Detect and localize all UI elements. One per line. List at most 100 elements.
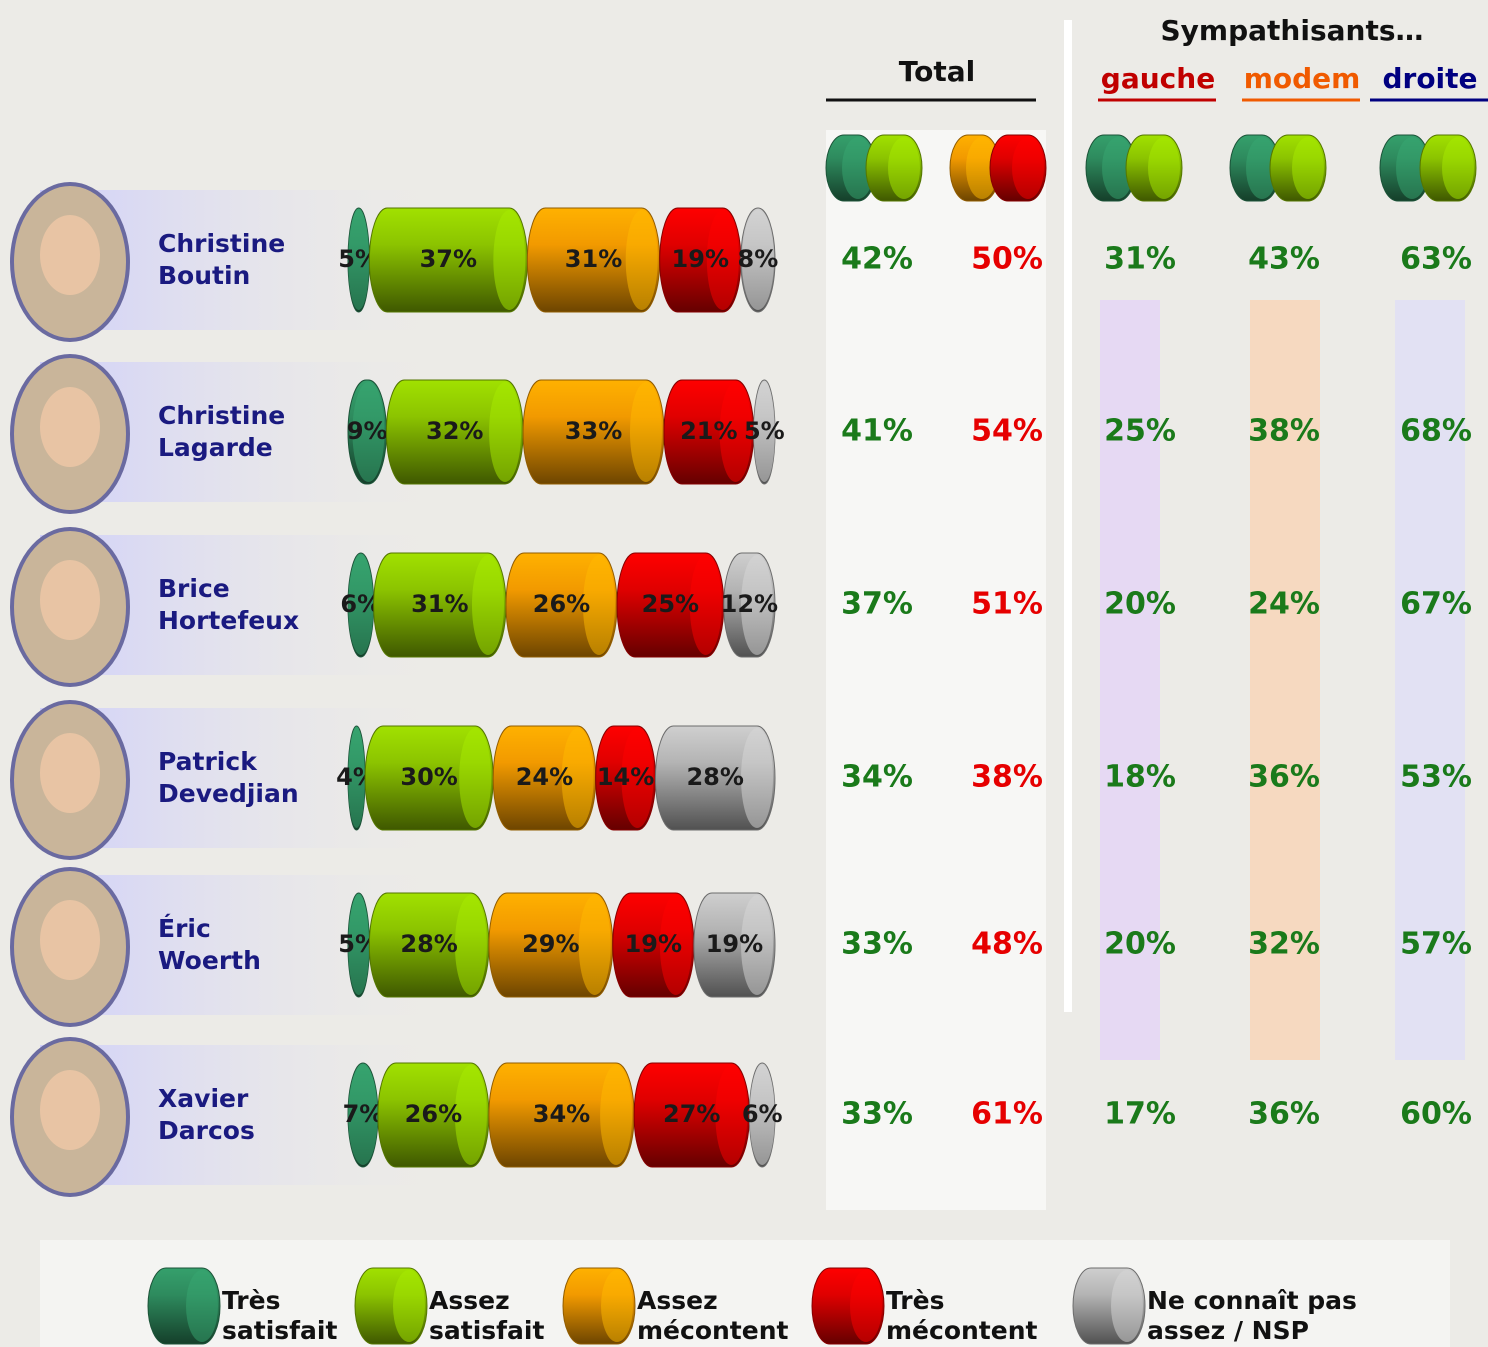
- bar-segment-cap: [689, 555, 722, 655]
- header-icon-cap: [1148, 137, 1180, 199]
- legend-label: Très mécontent: [886, 1286, 1038, 1345]
- photo-face: [40, 733, 100, 813]
- category-label: Patrick Devedjian: [158, 747, 299, 808]
- group-cell: 68%: [1400, 414, 1472, 449]
- category-label: Brice Hortefeux: [158, 574, 300, 635]
- category-label: Christine Boutin: [158, 229, 286, 290]
- bar-segment-cap: [741, 555, 773, 655]
- legend-swatch-cap: [601, 1270, 633, 1342]
- bar-segment-cap: [348, 895, 370, 995]
- value-label: 37%: [420, 245, 477, 273]
- category-label: Christine Lagarde: [158, 401, 286, 462]
- gauche-band: [1100, 300, 1160, 1060]
- total-dissatisfied: 48%: [971, 927, 1043, 962]
- total-satisfied: 37%: [841, 587, 913, 622]
- header-icon-cap: [1396, 137, 1428, 199]
- legend-label: Très satisfait: [222, 1286, 338, 1345]
- bar-segment-cap: [741, 895, 773, 995]
- group-cell: 36%: [1248, 760, 1320, 795]
- legend-swatch-cap: [393, 1270, 425, 1342]
- total-header: Total: [899, 55, 976, 88]
- photo-face: [40, 560, 100, 640]
- bar-segment-cap: [578, 895, 611, 995]
- bar-segment-cap: [459, 728, 492, 828]
- group-name: gauche: [1101, 62, 1215, 95]
- value-label: 26%: [533, 590, 590, 618]
- group-cell: 53%: [1400, 760, 1472, 795]
- value-label: 6%: [742, 1100, 783, 1128]
- legend-swatch-cap: [850, 1270, 882, 1342]
- bar-segment-cap: [348, 1065, 378, 1165]
- total-dissatisfied: 61%: [971, 1097, 1043, 1132]
- bar-segment-cap: [348, 728, 366, 828]
- bar-segment-cap: [741, 728, 773, 828]
- total-dissatisfied: 54%: [971, 414, 1043, 449]
- bar-segment-cap: [348, 555, 374, 655]
- value-label: 14%: [597, 763, 654, 791]
- bar-segment-cap: [454, 1065, 487, 1165]
- group-cell: 67%: [1400, 587, 1472, 622]
- group-name: modem: [1244, 62, 1361, 95]
- droite-band: [1395, 300, 1465, 1060]
- bar-segment-cap: [600, 1065, 633, 1165]
- value-label: 34%: [533, 1100, 590, 1128]
- bar-segment-cap: [625, 210, 658, 310]
- legend-bg: [40, 1240, 1450, 1347]
- header-icon-cap: [1012, 137, 1044, 199]
- header-icon-cap: [1292, 137, 1324, 199]
- value-label: 5%: [744, 417, 785, 445]
- value-label: 31%: [565, 245, 622, 273]
- group-cell: 32%: [1248, 927, 1320, 962]
- total-satisfied: 33%: [841, 1097, 913, 1132]
- value-label: 33%: [565, 417, 622, 445]
- legend-swatch-cap: [1111, 1270, 1143, 1342]
- group-cell: 24%: [1248, 587, 1320, 622]
- modem-band: [1250, 300, 1320, 1060]
- legend-label: Assez mécontent: [637, 1286, 789, 1345]
- legend-label: Assez satisfait: [429, 1286, 545, 1345]
- group-cell: 17%: [1104, 1097, 1176, 1132]
- total-satisfied: 42%: [841, 242, 913, 277]
- photo-face: [40, 900, 100, 980]
- total-dissatisfied: 50%: [971, 242, 1043, 277]
- value-label: 24%: [516, 763, 573, 791]
- bar-segment-cap: [471, 555, 504, 655]
- bar-segment-cap: [659, 895, 692, 995]
- value-label: 26%: [405, 1100, 462, 1128]
- group-header: Sympathisants…: [1161, 14, 1424, 47]
- legend-label: Ne connaît pas assez / NSP: [1147, 1286, 1357, 1345]
- value-label: 9%: [347, 417, 388, 445]
- group-cell: 18%: [1104, 760, 1176, 795]
- header-icon-cap: [966, 137, 998, 199]
- value-label: 7%: [343, 1100, 384, 1128]
- bar-segment-cap: [561, 728, 594, 828]
- value-label: 30%: [400, 763, 457, 791]
- total-satisfied: 33%: [841, 927, 913, 962]
- value-label: 12%: [721, 590, 778, 618]
- value-label: 27%: [663, 1100, 720, 1128]
- group-cell: 60%: [1400, 1097, 1472, 1132]
- bar-segment-cap: [706, 210, 739, 310]
- bar-segment-cap: [621, 728, 654, 828]
- total-satisfied: 41%: [841, 414, 913, 449]
- value-label: 29%: [522, 930, 579, 958]
- value-label: 19%: [625, 930, 682, 958]
- group-cell: 63%: [1400, 242, 1472, 277]
- bar-segment-cap: [352, 382, 385, 482]
- group-cell: 57%: [1400, 927, 1472, 962]
- bar-segment-cap: [489, 382, 522, 482]
- photo-face: [40, 387, 100, 467]
- category-label: Éric Woerth: [158, 914, 261, 975]
- total-column-bg: [826, 130, 1046, 1210]
- header-icon-cap: [1442, 137, 1474, 199]
- bar-segment-cap: [583, 555, 616, 655]
- header-icon-cap: [1246, 137, 1278, 199]
- header-icon-cap: [842, 137, 874, 199]
- header-icon-cap: [1102, 137, 1134, 199]
- category-label: Xavier Darcos: [158, 1084, 255, 1145]
- value-label: 32%: [426, 417, 483, 445]
- bar-segment-cap: [749, 1065, 775, 1165]
- value-label: 28%: [400, 930, 457, 958]
- total-satisfied: 34%: [841, 760, 913, 795]
